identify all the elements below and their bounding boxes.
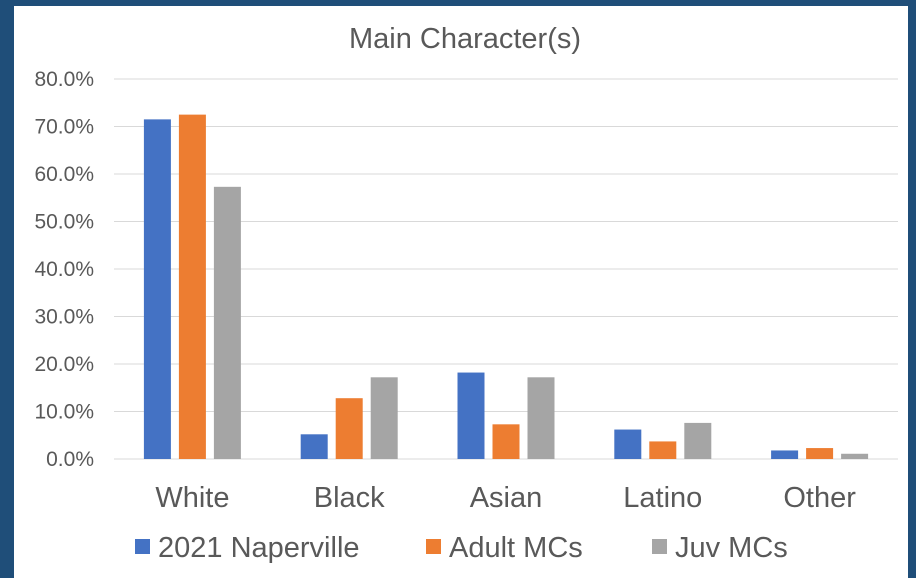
bar-chart: Main Character(s) 0.0% 10.0% 20.0% 30.0% 40.… bbox=[34, 23, 898, 564]
y-axis-ticks: 0.0% 10.0% 20.0% 30.0% 40.0% 50.0% 60.0% 70.0% 8… bbox=[34, 68, 94, 471]
bar bbox=[684, 422, 712, 459]
legend-swatch bbox=[652, 539, 667, 554]
bar bbox=[527, 377, 555, 459]
x-tick-label: Black bbox=[314, 482, 385, 514]
bar bbox=[178, 114, 206, 459]
bar bbox=[335, 398, 363, 459]
gridlines bbox=[114, 78, 898, 460]
legend-label: Adult MCs bbox=[449, 532, 583, 564]
y-tick-label: 0.0% bbox=[46, 448, 94, 471]
bar bbox=[649, 441, 677, 459]
bar bbox=[370, 377, 398, 459]
bars bbox=[143, 114, 869, 459]
y-tick-label: 60.0% bbox=[34, 163, 94, 186]
bar bbox=[492, 424, 520, 459]
bar bbox=[300, 434, 328, 459]
legend: 2021 Naperville Adult MCs Juv MCs bbox=[135, 532, 788, 564]
bar bbox=[614, 429, 642, 459]
y-tick-label: 70.0% bbox=[34, 116, 94, 139]
y-tick-label: 30.0% bbox=[34, 306, 94, 329]
legend-swatch bbox=[135, 539, 150, 554]
y-tick-label: 40.0% bbox=[34, 258, 94, 281]
y-tick-label: 20.0% bbox=[34, 353, 94, 376]
x-tick-label: Latino bbox=[623, 482, 702, 514]
y-tick-label: 10.0% bbox=[34, 401, 94, 424]
bar bbox=[143, 119, 171, 459]
x-axis-ticks: White Black Asian Latino Other bbox=[155, 482, 856, 514]
legend-swatch bbox=[426, 539, 441, 554]
legend-label: 2021 Naperville bbox=[158, 532, 360, 564]
legend-label: Juv MCs bbox=[675, 532, 788, 564]
bar bbox=[771, 450, 799, 459]
bar bbox=[457, 372, 485, 459]
bar bbox=[841, 453, 869, 459]
chart-frame: Main Character(s) 0.0% 10.0% 20.0% 30.0% 40.… bbox=[14, 6, 908, 578]
x-tick-label: White bbox=[155, 482, 229, 514]
chart-title: Main Character(s) bbox=[349, 23, 581, 55]
y-tick-label: 50.0% bbox=[34, 211, 94, 234]
x-tick-label: Other bbox=[783, 482, 856, 514]
y-tick-label: 80.0% bbox=[34, 68, 94, 91]
bar bbox=[213, 186, 241, 459]
bar bbox=[806, 448, 834, 459]
x-tick-label: Asian bbox=[470, 482, 543, 514]
